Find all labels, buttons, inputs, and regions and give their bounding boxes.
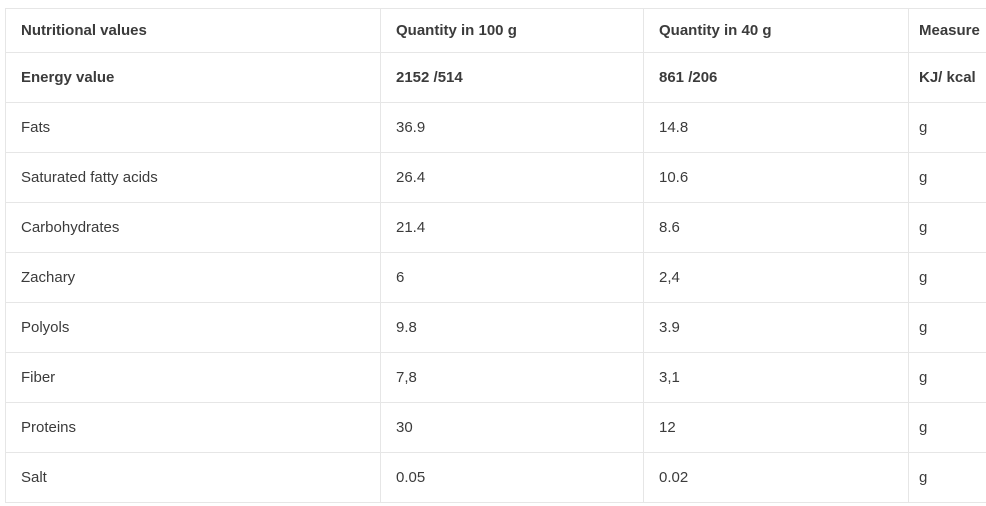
cell-per-40g: 0.02 [643,452,909,503]
table-row: Carbohydrates 21.4 8.6 g [5,202,986,253]
cell-measure: g [908,152,986,203]
cell-per-40g: 3.9 [643,302,909,353]
cell-nutrient-name: Fats [5,102,381,153]
cell-per-100g: 0.05 [380,452,644,503]
column-header-nutritional-values: Nutritional values [5,8,381,53]
cell-nutrient-name: Carbohydrates [5,202,381,253]
table-row: Fiber 7,8 3,1 g [5,352,986,403]
cell-measure: g [908,302,986,353]
cell-nutrient-name: Proteins [5,402,381,453]
table-row: Fats 36.9 14.8 g [5,102,986,153]
cell-per-100g: 26.4 [380,152,644,203]
column-header-quantity-40g: Quantity in 40 g [643,8,909,53]
cell-measure: g [908,202,986,253]
cell-per-40g: 14.8 [643,102,909,153]
cell-per-40g: 12 [643,402,909,453]
cell-measure: g [908,102,986,153]
cell-measure: g [908,452,986,503]
cell-nutrient-name: Zachary [5,252,381,303]
table-row: Proteins 30 12 g [5,402,986,453]
cell-nutrient-name: Polyols [5,302,381,353]
cell-per-100g: 36.9 [380,102,644,153]
cell-nutrient-name: Salt [5,452,381,503]
cell-per-40g: 10.6 [643,152,909,203]
cell-per-40g: 861 /206 [643,52,909,103]
table-row: Polyols 9.8 3.9 g [5,302,986,353]
table-row: Saturated fatty acids 26.4 10.6 g [5,152,986,203]
table-row: Salt 0.05 0.02 g [5,452,986,503]
column-header-quantity-100g: Quantity in 100 g [380,8,644,53]
cell-per-100g: 6 [380,252,644,303]
cell-per-40g: 8.6 [643,202,909,253]
cell-nutrient-name: Fiber [5,352,381,403]
cell-per-100g: 30 [380,402,644,453]
cell-measure: g [908,402,986,453]
cell-measure: KJ/ kcal [908,52,986,103]
nutrition-table: Nutritional values Quantity in 100 g Qua… [5,8,986,503]
table-row: Zachary 6 2,4 g [5,252,986,303]
cell-per-40g: 3,1 [643,352,909,403]
cell-per-100g: 21.4 [380,202,644,253]
cell-nutrient-name: Saturated fatty acids [5,152,381,203]
cell-nutrient-name: Energy value [5,52,381,103]
cell-measure: g [908,252,986,303]
column-header-measure: Measure [908,8,986,53]
cell-per-100g: 2152 /514 [380,52,644,103]
cell-per-100g: 7,8 [380,352,644,403]
cell-measure: g [908,352,986,403]
cell-per-100g: 9.8 [380,302,644,353]
cell-per-40g: 2,4 [643,252,909,303]
table-row: Energy value 2152 /514 861 /206 KJ/ kcal [5,52,986,103]
table-header-row: Nutritional values Quantity in 100 g Qua… [5,8,986,53]
